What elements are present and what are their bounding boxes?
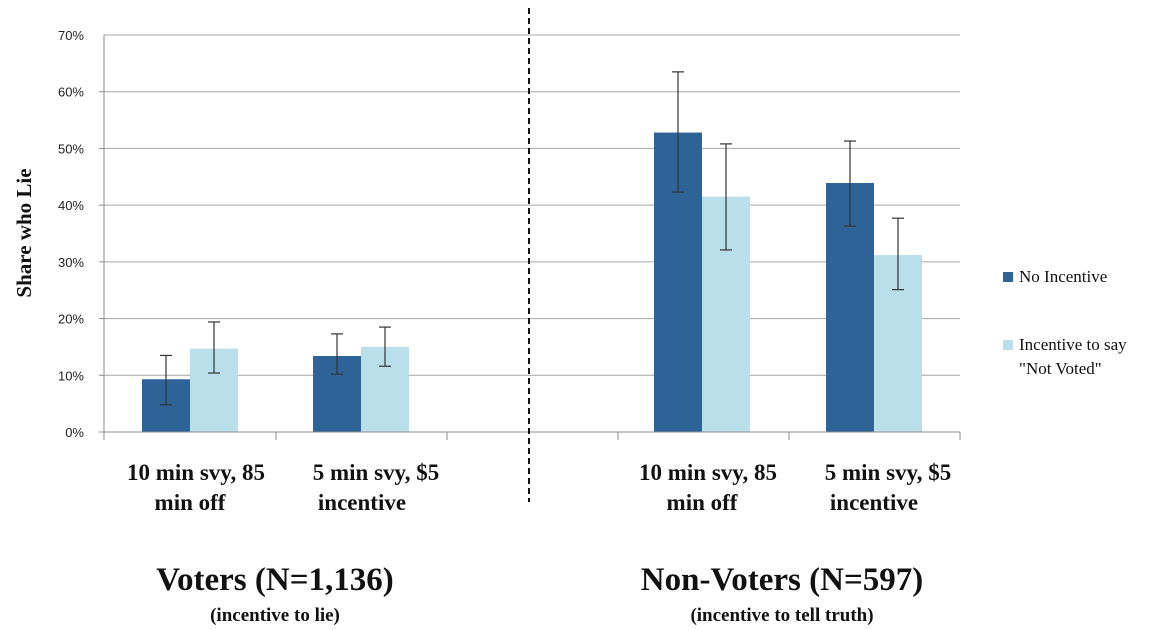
category-label: 10 min svy, 85 <box>127 460 265 485</box>
legend-swatch <box>1003 340 1013 350</box>
category-label: incentive <box>830 490 918 515</box>
category-label: 5 min svy, $5 <box>825 460 952 485</box>
y-tick-label: 70% <box>58 28 84 43</box>
bars <box>142 132 922 432</box>
legend: No Incentive Incentive to say "Not Voted" <box>1003 267 1127 378</box>
group-title: Voters (N=1,136) <box>156 562 394 598</box>
category-labels: 10 min svy, 85 min off 5 min svy, $5 incent… <box>127 460 951 515</box>
y-tick-label: 10% <box>58 368 84 383</box>
axes <box>99 8 961 502</box>
y-tick-label: 60% <box>58 85 84 100</box>
legend-label: "Not Voted" <box>1019 359 1102 378</box>
y-tick-label: 50% <box>58 141 84 156</box>
y-tick-labels: 0% 10% 20% 30% 40% 50% 60% 70% <box>58 28 84 440</box>
category-label: min off <box>667 490 738 515</box>
category-label: 10 min svy, 85 <box>639 460 777 485</box>
gridlines <box>104 34 960 376</box>
legend-label: Incentive to say <box>1019 335 1127 354</box>
group-subtitle: (incentive to lie) <box>210 605 340 626</box>
group-subtitle: (incentive to tell truth) <box>690 605 873 626</box>
category-label: incentive <box>318 490 406 515</box>
y-tick-label: 30% <box>58 255 84 270</box>
legend-swatch <box>1003 272 1013 282</box>
category-label: min off <box>155 490 226 515</box>
y-axis-label: Share who Lie <box>12 168 36 297</box>
category-label: 5 min svy, $5 <box>313 460 440 485</box>
group-title: Non-Voters (N=597) <box>641 562 923 598</box>
y-tick-label: 20% <box>58 312 84 327</box>
group-labels: Voters (N=1,136) (incentive to lie) Non-Vo… <box>156 562 923 626</box>
error-bars <box>160 71 904 406</box>
y-tick-label: 0% <box>65 425 84 440</box>
legend-label: No Incentive <box>1019 267 1107 286</box>
y-tick-label: 40% <box>58 198 84 213</box>
